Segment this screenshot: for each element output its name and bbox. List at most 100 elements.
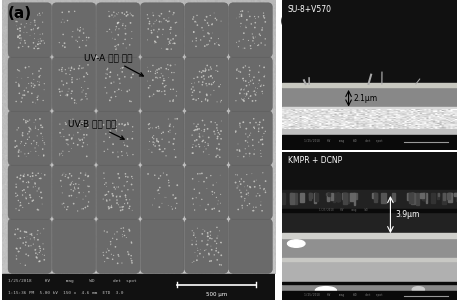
Point xyxy=(216,43,223,48)
Point xyxy=(56,87,63,92)
Point xyxy=(203,83,211,88)
Point xyxy=(22,252,30,256)
Point xyxy=(113,185,120,190)
Point xyxy=(198,197,206,202)
Point xyxy=(79,27,87,32)
Point xyxy=(203,43,211,47)
Point xyxy=(74,28,82,32)
Point xyxy=(254,122,262,127)
Point xyxy=(165,140,173,145)
Point xyxy=(115,254,123,259)
Point xyxy=(71,9,78,14)
Point xyxy=(205,143,212,148)
Point xyxy=(165,117,172,122)
Point xyxy=(251,147,258,152)
Point xyxy=(26,98,33,103)
Point xyxy=(103,67,111,72)
Point xyxy=(250,205,257,209)
Point xyxy=(22,243,29,248)
Point xyxy=(252,34,259,39)
Point xyxy=(35,187,43,191)
Point xyxy=(190,76,198,81)
Point xyxy=(35,39,42,44)
Point xyxy=(165,75,172,80)
Point xyxy=(238,14,245,19)
Point xyxy=(84,86,92,91)
Point xyxy=(204,234,212,239)
Text: 1/25/2018    HV     mag     WD: 1/25/2018 HV mag WD xyxy=(319,208,368,212)
Bar xyxy=(282,209,457,212)
Point xyxy=(217,129,224,134)
Point xyxy=(156,205,163,209)
Point xyxy=(19,205,27,210)
Point xyxy=(21,93,28,98)
Point xyxy=(207,74,215,78)
Point xyxy=(155,67,162,71)
Point xyxy=(38,171,45,176)
Point xyxy=(113,44,120,48)
Point xyxy=(35,41,43,46)
Point xyxy=(244,140,252,145)
Point xyxy=(32,44,39,49)
Point xyxy=(227,46,234,51)
Point xyxy=(129,129,136,134)
Point xyxy=(204,141,212,146)
FancyBboxPatch shape xyxy=(96,57,140,111)
Point xyxy=(78,11,86,16)
Point xyxy=(235,44,242,49)
Point xyxy=(56,68,63,72)
Point xyxy=(12,194,20,199)
Bar xyxy=(448,193,452,202)
Point xyxy=(192,165,200,170)
Point xyxy=(156,143,163,148)
Point xyxy=(201,56,208,61)
Point xyxy=(245,193,252,198)
Point xyxy=(24,75,32,80)
Bar xyxy=(420,193,424,198)
Bar xyxy=(333,193,335,203)
Point xyxy=(17,203,24,208)
Point xyxy=(101,139,108,144)
Point xyxy=(193,36,200,41)
Point xyxy=(110,253,118,258)
Point xyxy=(102,131,110,136)
Point xyxy=(155,124,162,129)
Point xyxy=(123,179,130,184)
Point xyxy=(82,43,90,48)
Point xyxy=(110,10,118,15)
Point xyxy=(258,28,266,32)
Point xyxy=(25,253,32,258)
Point xyxy=(29,246,36,251)
Point xyxy=(14,227,22,232)
Point xyxy=(262,129,269,134)
Point xyxy=(218,262,225,267)
Point xyxy=(40,247,47,251)
Point xyxy=(168,38,175,43)
Point xyxy=(198,75,205,80)
Point xyxy=(63,93,71,98)
Point xyxy=(27,195,34,200)
Point xyxy=(211,190,218,195)
Point xyxy=(114,32,122,37)
Point xyxy=(158,46,165,51)
Point xyxy=(34,42,41,46)
FancyBboxPatch shape xyxy=(140,57,184,111)
Point xyxy=(58,79,66,83)
Point xyxy=(65,149,73,154)
Point xyxy=(117,17,124,22)
Point xyxy=(238,14,245,18)
Point xyxy=(261,16,268,20)
Point xyxy=(246,185,254,190)
Point xyxy=(108,59,115,64)
Point xyxy=(212,68,219,73)
Point xyxy=(164,203,172,208)
Point xyxy=(60,201,67,206)
Point xyxy=(218,136,225,141)
Point xyxy=(112,44,119,49)
Point xyxy=(249,38,257,43)
Point xyxy=(114,154,122,159)
Text: 1/25/2018    HV     mag     WD     det   spot: 1/25/2018 HV mag WD det spot xyxy=(304,139,383,143)
Point xyxy=(190,88,198,93)
Point xyxy=(170,142,177,146)
Point xyxy=(62,180,69,185)
